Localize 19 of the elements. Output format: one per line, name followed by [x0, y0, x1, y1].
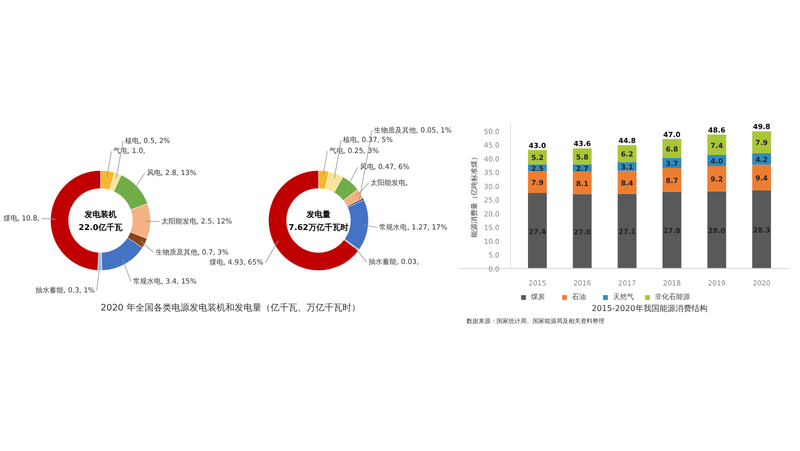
- text: 22.0亿千瓦: [78, 223, 122, 232]
- bar: [528, 193, 547, 268]
- bar: [528, 171, 547, 194]
- bar: [618, 194, 636, 268]
- bar: [752, 131, 772, 154]
- bar: [618, 170, 636, 194]
- text: 2020 年全国各类电源发电装机和发电量（亿千瓦、万亿千瓦时）: [100, 302, 360, 314]
- bar: [707, 191, 726, 268]
- bar: [662, 192, 682, 268]
- bar: [572, 194, 592, 268]
- bar: [752, 190, 772, 268]
- bar: [662, 168, 682, 192]
- text: 2015-2020年我国能源消费结构: [592, 304, 708, 313]
- bar: [752, 164, 772, 191]
- text: 发电装机: [84, 210, 116, 219]
- bar: [707, 134, 726, 156]
- text: 发电量: [306, 210, 330, 219]
- text: 7.62万亿千瓦时: [288, 223, 348, 232]
- bar: [707, 166, 726, 192]
